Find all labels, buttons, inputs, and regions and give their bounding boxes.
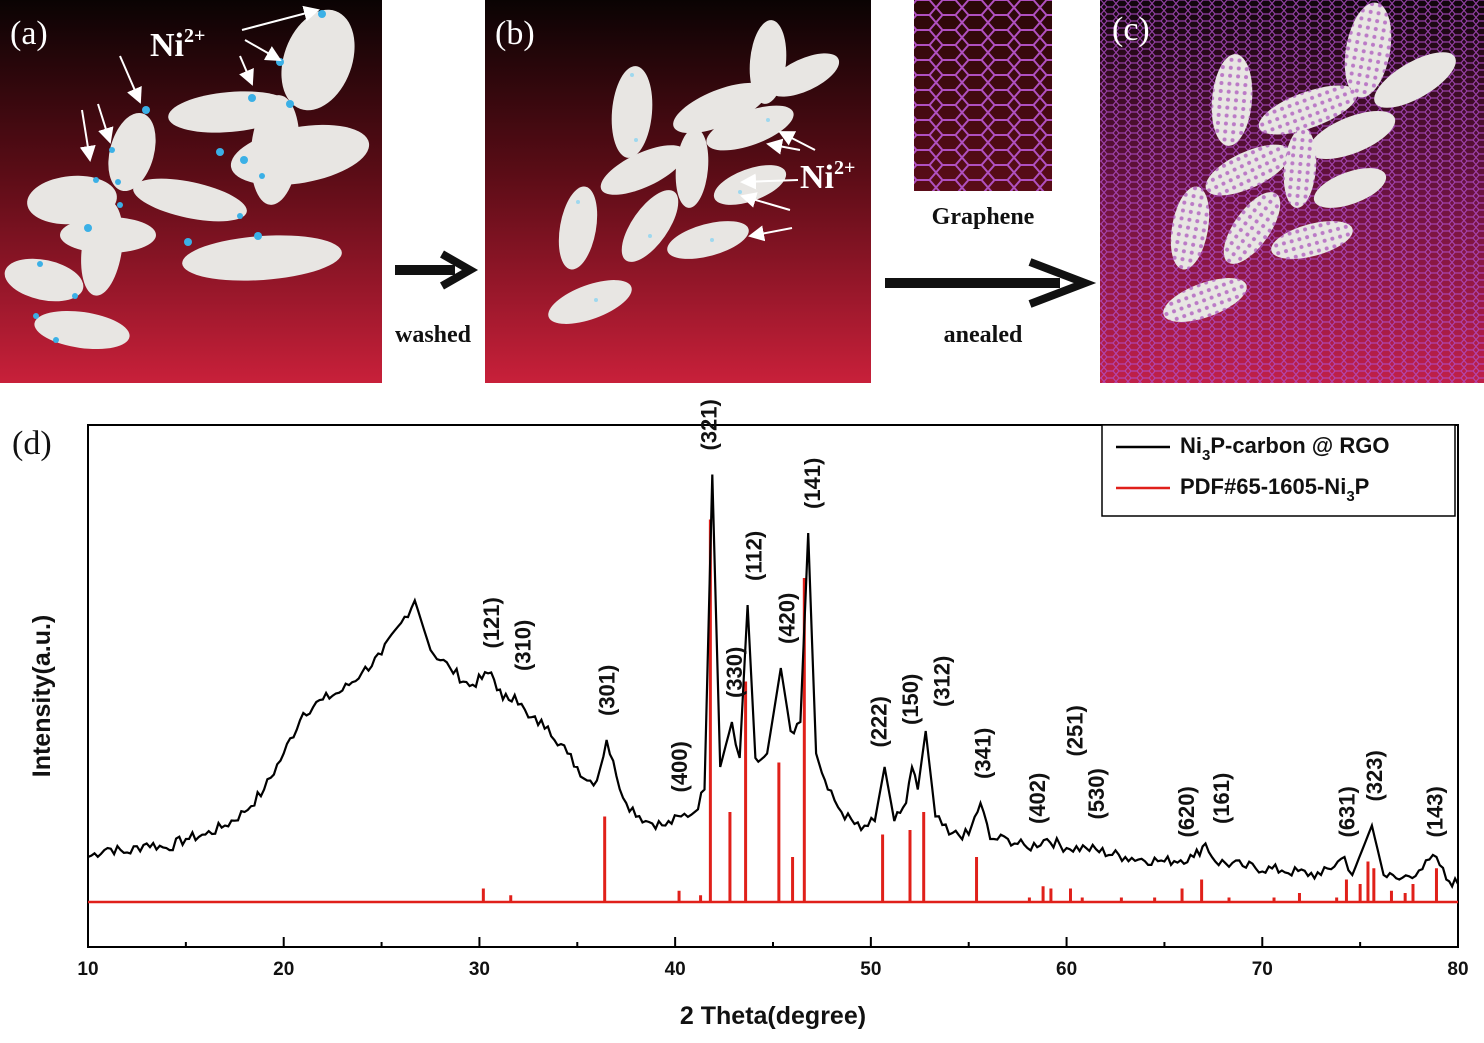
peak-label: (251) [1062, 705, 1087, 756]
peak-annotations: (121) (310) (301) (400) (321) (330) (112) (420)… [479, 399, 1447, 837]
pdf-reference-sticks [481, 519, 1438, 902]
peak-label: (121) [479, 597, 504, 648]
ni-ions-a [33, 10, 326, 343]
x-axis-label: 2 Theta(degree) [680, 1002, 866, 1030]
legend: Ni3P-carbon @ RGO PDF#65-1605-Ni3P [1101, 424, 1456, 517]
x-tick-label: 60 [1056, 959, 1077, 980]
peak-label: (150) [898, 674, 923, 725]
washed-label: washed [395, 322, 472, 348]
ion-arrows-b [740, 131, 816, 242]
legend-label-pdf: PDF#65-1605-Ni3P [1180, 474, 1369, 505]
peak-label: (161) [1209, 773, 1234, 824]
particles-b [548, 20, 840, 324]
x-tick-label: 50 [860, 959, 881, 980]
washed-arrow-head [440, 250, 479, 290]
peak-label: (323) [1362, 750, 1387, 801]
peak-label: (222) [867, 696, 892, 747]
graphene-coating-c [1163, 2, 1392, 322]
graphene-inset: Graphene [914, 0, 1052, 230]
xrd-chart: 10 20 30 40 50 60 70 80 (121) (310) (301) (400) (32… [28, 399, 1469, 1030]
peak-label: (341) [970, 728, 995, 779]
peak-label: (530) [1084, 768, 1109, 819]
legend-label-xrd: Ni3P-carbon @ RGO [1180, 433, 1389, 464]
panel-a-ion-label: Ni2+ [150, 25, 205, 64]
panel-b-ion-label: Ni2+ [800, 157, 855, 196]
x-tick-label: 30 [469, 959, 490, 980]
panel-c: (c) [1100, 0, 1484, 383]
peak-label: (310) [510, 620, 535, 671]
peak-label: (330) [722, 647, 747, 698]
peak-label: (620) [1174, 786, 1199, 837]
washed-step: washed [395, 250, 479, 348]
panel-d-label: (d) [12, 425, 52, 462]
anneal-arrow-head [1028, 258, 1097, 308]
panel-b-label: (b) [495, 15, 535, 52]
ion-arrows-a [79, 5, 320, 162]
peak-label: (402) [1025, 773, 1050, 824]
peak-label: (321) [696, 399, 721, 450]
peak-label: (301) [595, 665, 620, 716]
peak-label: (112) [741, 531, 766, 581]
annealed-label: anealed [944, 322, 1023, 348]
x-tick-label: 10 [77, 959, 98, 980]
peak-label: (141) [800, 458, 825, 509]
panel-a-label: (a) [10, 15, 48, 52]
peak-label: (312) [929, 656, 954, 707]
panel-a: (a) Ni2+ [0, 0, 382, 383]
ni-ions-b [576, 73, 770, 302]
graphene-label: Graphene [932, 204, 1035, 230]
x-tick-label: 80 [1447, 959, 1468, 980]
x-tick-label: 40 [665, 959, 686, 980]
x-tick-label: 20 [273, 959, 294, 980]
peak-label: (143) [1423, 786, 1448, 837]
panel-c-label: (c) [1112, 11, 1150, 48]
peak-label: (420) [775, 593, 800, 644]
legend-box [1101, 424, 1456, 517]
anneal-step: anealed [885, 258, 1097, 348]
peak-label: (631) [1334, 786, 1359, 837]
xrd-pattern-line [87, 474, 1459, 889]
particles-a [4, 9, 370, 350]
panel-b: (b) Ni2+ [485, 0, 871, 383]
y-axis-label: Intensity(a.u.) [28, 615, 56, 778]
x-tick-label: 70 [1252, 959, 1273, 980]
peak-label: (400) [667, 741, 692, 792]
x-axis-ticks: 10 20 30 40 50 60 70 80 [77, 937, 1469, 980]
